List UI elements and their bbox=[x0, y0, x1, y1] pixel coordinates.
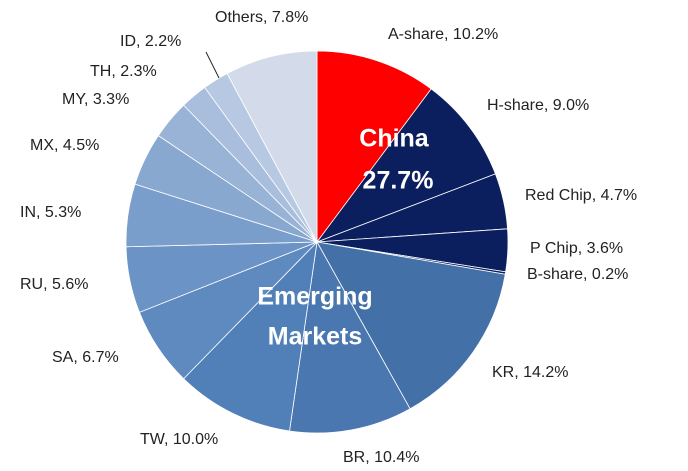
annotation: Markets bbox=[268, 323, 363, 351]
data-label: MY, 3.3% bbox=[62, 91, 129, 108]
data-label: IN, 5.3% bbox=[20, 204, 81, 221]
pie-slice bbox=[183, 240, 318, 432]
pie-slice bbox=[316, 241, 506, 410]
data-label: Others, 7.8% bbox=[215, 9, 308, 26]
data-label: P Chip, 3.6% bbox=[530, 240, 623, 257]
data-label: H-share, 9.0% bbox=[487, 97, 589, 114]
pie bbox=[125, 50, 509, 434]
data-label: RU, 5.6% bbox=[20, 276, 88, 293]
data-label: KR, 14.2% bbox=[492, 364, 568, 381]
data-label: B-share, 0.2% bbox=[527, 266, 628, 283]
pie-slice bbox=[289, 240, 411, 434]
data-label: BR, 10.4% bbox=[343, 449, 419, 466]
annotation: Emerging bbox=[257, 283, 372, 311]
data-label: TH, 2.3% bbox=[90, 63, 157, 80]
pie-slice bbox=[226, 50, 318, 243]
data-label: MX, 4.5% bbox=[30, 137, 99, 154]
annotation: 27.7% bbox=[363, 167, 434, 195]
pie-slice bbox=[315, 88, 496, 243]
leader-line bbox=[205, 51, 220, 79]
data-label: SA, 6.7% bbox=[52, 349, 119, 366]
data-label: Red Chip, 4.7% bbox=[525, 187, 637, 204]
data-label: TW, 10.0% bbox=[140, 431, 218, 448]
data-label: ID, 2.2% bbox=[120, 33, 181, 50]
annotation: China bbox=[359, 125, 430, 153]
data-label: A-share, 10.2% bbox=[388, 26, 498, 43]
pie-slice bbox=[316, 50, 432, 244]
